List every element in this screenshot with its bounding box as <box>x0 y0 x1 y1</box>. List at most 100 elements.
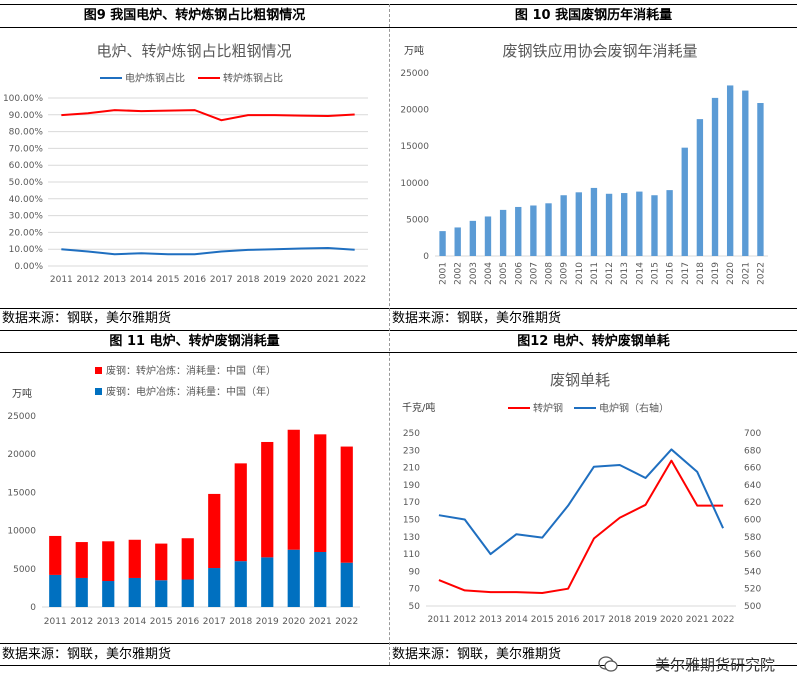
x-tick-label: 2014 <box>130 275 153 285</box>
x-tick-label: 2015 <box>531 615 554 625</box>
x-tick-label: 2022 <box>712 615 735 625</box>
x-tick-label: 2018 <box>696 262 706 285</box>
y-tick-label: 90.00% <box>9 111 44 121</box>
y-tick-label: 0 <box>30 603 36 613</box>
y-tick-label: 0 <box>423 252 429 262</box>
x-tick-label: 2004 <box>484 262 494 285</box>
x-tick-label: 2016 <box>557 615 580 625</box>
bar <box>711 97 719 256</box>
chart-fig11: 万吨 废钢：转炉冶炼：消耗量：中国（年） 废钢：电炉冶炼：消耗量：中国（年） 0 500… <box>7 364 360 627</box>
bar <box>605 193 613 256</box>
bar-segment <box>49 535 62 575</box>
bar-segment <box>75 577 88 607</box>
y-tick-label: 15000 <box>400 142 429 152</box>
panel-title: 图9 我国电炉、转炉炼钢占比粗钢情况 <box>83 8 306 23</box>
x-tick-label: 2017 <box>210 275 233 285</box>
y-tick-label-right: 540 <box>744 567 761 577</box>
panel-title: 图12 电炉、转炉废钢单耗 <box>517 334 670 349</box>
legend-label: 电炉钢（右轴） <box>599 402 669 415</box>
x-tick-label: 2013 <box>97 617 120 627</box>
y-tick-label-left: 50 <box>409 602 421 612</box>
row1-bottom-rule <box>0 330 797 331</box>
x-tick-label: 2011 <box>44 617 67 627</box>
bar-segment <box>155 543 168 581</box>
panel-source: 数据来源：钢联，美尔雅期货 <box>2 311 172 326</box>
chart-fig10: 废钢铁应用协会废钢年消耗量 万吨 0 5000 10000 15000 20000 25000… <box>400 42 768 285</box>
x-tick-label: 2008 <box>545 262 555 285</box>
bar <box>621 193 628 256</box>
x-tick-label: 2020 <box>726 262 736 285</box>
panel-title: 图 10 我国废钢历年消耗量 <box>514 8 673 23</box>
x-tick-label: 2006 <box>514 262 524 285</box>
bar <box>696 119 704 256</box>
x-tick-label: 2013 <box>103 275 126 285</box>
x-tick-label: 2017 <box>681 262 691 285</box>
y-tick-label-left: 70 <box>409 585 421 595</box>
y-tick-label-right: 680 <box>744 446 761 456</box>
y-tick-label-right: 500 <box>744 602 761 612</box>
chart-fig9: 电炉、转炉炼钢占比粗钢情况 0.00% 10.00% 20.00% 30.00% 40.0… <box>3 42 368 285</box>
bar-segment <box>340 562 353 607</box>
top-border <box>0 4 797 5</box>
y-axis-unit: 千克/吨 <box>402 401 435 414</box>
bar <box>469 220 477 256</box>
x-tick-label: 2007 <box>529 262 539 285</box>
x-tick-label: 2012 <box>77 275 100 285</box>
chart-title: 电炉、转炉炼钢占比粗钢情况 <box>96 42 291 60</box>
x-tick-label: 2021 <box>309 617 332 627</box>
y-tick-label: 40.00% <box>9 195 44 205</box>
y-tick-label: 0.00% <box>14 262 43 272</box>
bar-segment <box>340 446 353 563</box>
bar-segment <box>234 463 247 562</box>
y-tick-label: 50.00% <box>9 178 44 188</box>
row1-title-rule <box>0 27 797 28</box>
row1-source-rule <box>0 308 797 309</box>
bar-segment <box>128 577 141 607</box>
bar <box>530 205 537 256</box>
legend-swatch <box>95 367 102 374</box>
x-tick-label: 2022 <box>335 617 358 627</box>
y-tick-label: 10.00% <box>9 245 44 255</box>
chart-title: 废钢铁应用协会废钢年消耗量 <box>502 42 697 60</box>
x-tick-label: 2015 <box>150 617 173 627</box>
column-divider <box>389 4 390 665</box>
x-tick-label: 2018 <box>237 275 260 285</box>
x-tick-label: 2019 <box>634 615 657 625</box>
series-line <box>61 247 355 256</box>
x-tick-label: 2014 <box>635 262 645 285</box>
bar-segment <box>234 561 247 607</box>
panel-fig12: 图12 电炉、转炉废钢单耗 数据来源：钢联，美尔雅期货 <box>390 330 797 666</box>
bar <box>757 103 764 257</box>
x-tick-label: 2015 <box>650 262 660 285</box>
x-tick-label: 2014 <box>123 617 146 627</box>
y-tick-label-left: 90 <box>409 567 421 577</box>
y-tick-label-right: 620 <box>744 498 761 508</box>
bar-segment <box>102 581 115 607</box>
x-tick-label: 2014 <box>505 615 528 625</box>
bar-segment <box>208 568 221 607</box>
legend-label: 转炉钢 <box>533 402 563 415</box>
series-line <box>438 459 724 595</box>
panel-fig11: 图 11 电炉、转炉废钢消耗量 数据来源：钢联，美尔雅期货 <box>0 330 389 666</box>
x-tick-label: 2020 <box>282 617 305 627</box>
bar-segment <box>314 434 327 552</box>
x-tick-label: 2011 <box>50 275 73 285</box>
x-tick-label: 2021 <box>317 275 340 285</box>
bar-segment <box>128 539 141 578</box>
bar-segment <box>261 557 274 607</box>
x-tick-label: 2012 <box>605 262 615 285</box>
bar <box>651 195 658 256</box>
x-tick-label: 2011 <box>427 615 450 625</box>
legend-swatch <box>95 388 102 395</box>
y-tick-label: 25000 <box>400 69 429 79</box>
y-tick-label-right: 600 <box>744 516 761 526</box>
y-tick-label: 60.00% <box>9 161 44 171</box>
x-tick-label: 2021 <box>741 262 751 285</box>
y-tick-label-right: 640 <box>744 481 761 491</box>
watermark-text: 美尔雅期货研究院 <box>654 656 775 674</box>
x-tick-label: 2005 <box>499 262 509 285</box>
bar-segment <box>75 542 88 578</box>
bar <box>499 209 507 256</box>
x-tick-label: 2022 <box>343 275 366 285</box>
